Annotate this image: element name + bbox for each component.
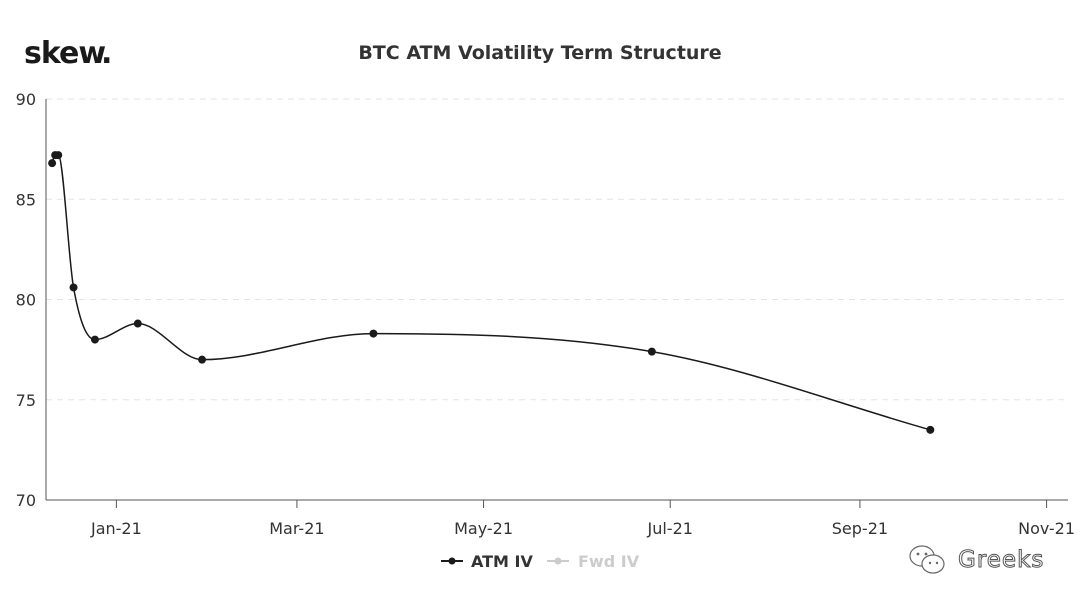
gridlines — [46, 98, 1068, 401]
x-tick-label: Jul-21 — [646, 519, 692, 538]
data-point-atm-iv[interactable] — [90, 335, 99, 344]
y-axis-ticks: 70 75 80 85 90 — [16, 90, 36, 510]
x-axis-ticks: Jan-21 Mar-21 May-21 Jul-21 Sep-21 Nov-21 — [90, 500, 1075, 538]
data-point-atm-iv[interactable] — [69, 283, 78, 292]
legend-atm-iv-label: ATM IV — [471, 552, 534, 571]
y-tick-label: 70 — [16, 491, 36, 510]
legend-fwd-iv-marker — [554, 557, 562, 565]
legend-atm-iv-marker — [448, 557, 456, 565]
data-point-atm-iv[interactable] — [133, 319, 142, 328]
data-point-atm-iv[interactable] — [369, 329, 378, 338]
series-layer — [48, 151, 935, 434]
logo-text: skew — [24, 36, 105, 71]
data-point-atm-iv[interactable] — [54, 151, 63, 160]
x-tick-label: Jan-21 — [90, 519, 142, 538]
axes — [45, 99, 1068, 501]
legend: ATM IV Fwd IV — [441, 552, 640, 571]
legend-item-atm-iv[interactable]: ATM IV — [441, 552, 534, 571]
x-tick-label: Sep-21 — [832, 519, 888, 538]
x-tick-label: Nov-21 — [1018, 519, 1075, 538]
logo-dot: . — [101, 36, 111, 71]
wechat-icon — [909, 545, 945, 574]
data-point-atm-iv[interactable] — [926, 425, 935, 434]
data-point-atm-iv[interactable] — [647, 347, 656, 356]
y-tick-label: 90 — [16, 90, 36, 109]
watermark-text: Greeks — [958, 547, 1044, 573]
chart-title: BTC ATM Volatility Term Structure — [358, 42, 721, 64]
data-point-atm-iv[interactable] — [48, 159, 57, 168]
watermark: Greeks — [909, 545, 1044, 574]
y-tick-label: 75 — [16, 391, 36, 410]
y-tick-label: 80 — [16, 291, 36, 310]
legend-item-fwd-iv[interactable]: Fwd IV — [547, 552, 640, 571]
skew-logo: skew . — [24, 36, 112, 71]
y-tick-label: 85 — [16, 190, 36, 209]
legend-fwd-iv-label: Fwd IV — [578, 552, 640, 571]
data-point-atm-iv[interactable] — [198, 355, 207, 364]
series-line-atm-iv — [51, 154, 931, 431]
x-tick-label: Mar-21 — [269, 519, 324, 538]
x-tick-label: May-21 — [454, 519, 513, 538]
